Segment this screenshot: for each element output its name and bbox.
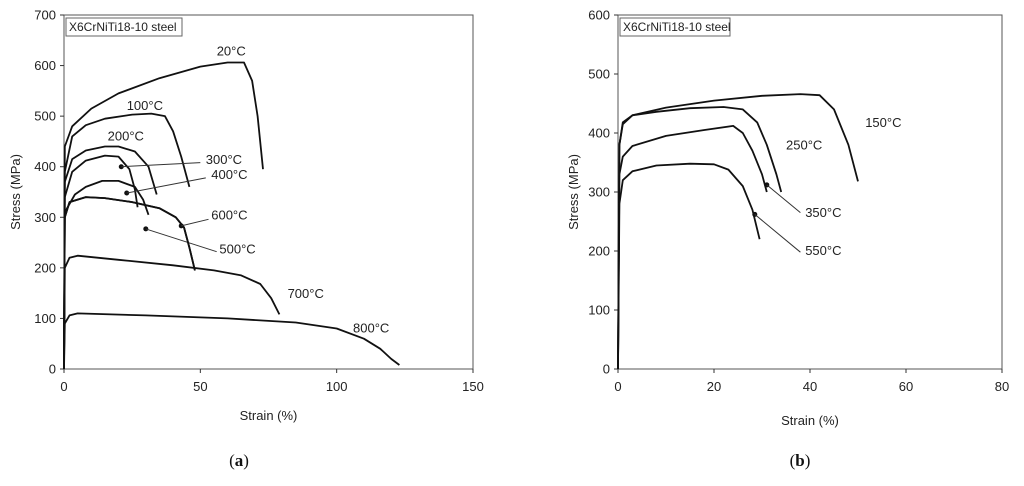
x-tick-label: 80: [995, 379, 1009, 394]
curve-300c: [63, 154, 139, 370]
curve-700c: [63, 254, 281, 370]
curve-label: 400°C: [211, 167, 247, 182]
curve-label: 700°C: [288, 286, 324, 301]
curve-label: 250°C: [786, 138, 822, 153]
y-tick-label: 200: [588, 244, 610, 259]
y-tick-label: 400: [34, 159, 56, 174]
x-axis-title: Strain (%): [781, 413, 839, 428]
curve-label: 600°C: [211, 207, 247, 222]
panel-label-letter: b: [795, 451, 804, 470]
curve-500c: [63, 196, 196, 370]
curve-20c: [63, 61, 264, 370]
panel-label-close: ): [805, 451, 811, 470]
panel-label-close: ): [243, 451, 249, 470]
y-tick-label: 300: [34, 210, 56, 225]
x-tick-label: 50: [193, 379, 207, 394]
inset-label-frame: [65, 17, 183, 37]
y-tick-label: 700: [34, 8, 56, 23]
panel-label: (b): [790, 451, 811, 470]
inset-label-frame: [619, 17, 731, 37]
inset-label-box: X6CrNiTi18-10 steel: [65, 17, 183, 37]
curve-label: 800°C: [353, 321, 389, 336]
x-tick-label: 60: [899, 379, 913, 394]
curve-100c: [63, 112, 191, 370]
chart-panel-b: 0 100 200 300 400 500 600 0 20 40 60 80 Strain (%) St…: [566, 8, 1009, 471]
curve-label: 200°C: [108, 128, 144, 143]
y-tick-label: 500: [34, 109, 56, 124]
x-tick-label: 40: [803, 379, 817, 394]
curve-200c: [63, 145, 158, 370]
curve-label: 300°C: [206, 152, 242, 167]
y-tick-label: 100: [588, 303, 610, 318]
y-axis-title: Stress (MPa): [566, 154, 581, 230]
leader-line: [121, 162, 201, 168]
y-tick-label: 500: [588, 67, 610, 82]
x-axis-title: Strain (%): [240, 408, 298, 423]
y-tick-label: 300: [588, 185, 610, 200]
leader-line: [181, 218, 209, 227]
curve-350c: [617, 125, 768, 370]
x-tick-label: 0: [614, 379, 621, 394]
y-tick-label: 400: [588, 126, 610, 141]
y-tick-label: 100: [34, 311, 56, 326]
x-tick-label: 20: [707, 379, 721, 394]
curve-label: 550°C: [805, 243, 841, 258]
leader-line: [754, 214, 801, 253]
leader-line: [145, 228, 217, 253]
curve-label: 100°C: [127, 98, 163, 113]
x-tick-label: 100: [326, 379, 348, 394]
curve-label: 20°C: [217, 43, 246, 58]
inset-label-text: X6CrNiTi18-10 steel: [623, 20, 731, 34]
plot-frame: [617, 14, 1003, 370]
curve-550c: [617, 162, 761, 370]
curve-800c: [63, 312, 400, 370]
inset-label-box: X6CrNiTi18-10 steel: [619, 17, 731, 37]
leader-line: [126, 177, 206, 194]
leader-line: [766, 184, 801, 214]
y-axis-title: Stress (MPa): [8, 154, 23, 230]
panel-label: (a): [229, 451, 249, 470]
panel-label-open: (: [790, 451, 796, 470]
y-tick-label: 600: [34, 58, 56, 73]
curve-400c: [63, 180, 150, 370]
y-tick-label: 200: [34, 260, 56, 275]
curve-label: 150°C: [865, 115, 901, 130]
curve-150c: [617, 93, 859, 370]
inset-label-text: X6CrNiTi18-10 steel: [69, 20, 177, 34]
x-tick-label: 0: [60, 379, 67, 394]
y-tick-label: 0: [603, 362, 610, 377]
chart-panel-a: 0 100 200 300 400 500 600 700 0 50 100 150 Strain (%…: [8, 8, 484, 471]
curve-label: 350°C: [805, 205, 841, 220]
y-tick-label: 600: [588, 8, 610, 23]
panel-label-letter: a: [235, 451, 244, 470]
curve-label: 500°C: [219, 242, 255, 257]
y-tick-label: 0: [49, 362, 56, 377]
x-tick-label: 150: [462, 379, 484, 394]
panel-label-open: (: [229, 451, 235, 470]
curve-600c: [63, 196, 196, 370]
curve-250c: [617, 106, 783, 370]
